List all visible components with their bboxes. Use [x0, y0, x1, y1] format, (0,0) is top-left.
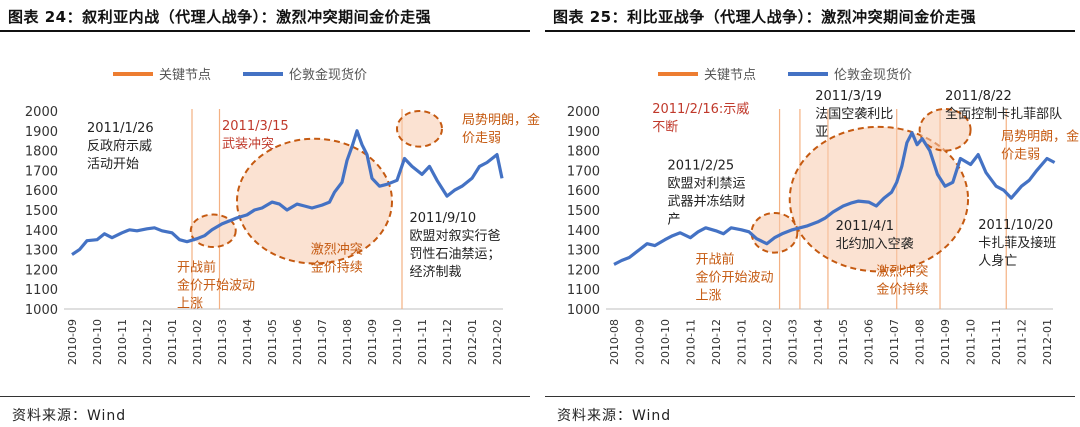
source-note: 资料来源：Wind	[557, 408, 672, 424]
x-tick-label: 2011-01	[735, 319, 748, 365]
x-tick-label: 2011-02	[761, 319, 774, 365]
y-tick-label: 1400	[567, 224, 600, 239]
legend-label: 关键节点	[159, 68, 211, 83]
x-tick-label: 2011-04	[812, 319, 825, 365]
y-tick-label: 1500	[25, 204, 58, 219]
chart-panel-syria: 图表 24：叙利亚内战（代理人战争）：激烈冲突期间金价走强 关键节点 伦敦金现货价…	[0, 0, 540, 427]
y-tick-label: 1800	[25, 145, 58, 160]
highlight-circle	[750, 211, 799, 254]
y-tick-label: 1900	[25, 125, 58, 140]
y-tick-label: 1600	[25, 184, 58, 199]
x-tick-label: 2010-12	[710, 319, 723, 365]
x-tick-label: 2012-02	[491, 319, 504, 365]
x-tick-label: 2011-09	[366, 319, 379, 365]
x-tick-label: 2012-01	[466, 319, 479, 365]
chart-title: 图表 24：叙利亚内战（代理人战争）：激烈冲突期间金价走强	[8, 8, 432, 26]
y-tick-label: 1600	[567, 184, 600, 199]
y-tick-label: 1100	[25, 283, 58, 298]
annotation-text: 局势明朗，金价走弱	[462, 112, 540, 146]
x-tick-label: 2012-01	[1041, 319, 1054, 365]
y-tick-label: 1500	[567, 204, 600, 219]
annotation-text: 局势明朗，金价走弱	[1001, 129, 1079, 163]
y-tick-label: 1000	[25, 303, 58, 318]
y-tick-label: 1200	[567, 263, 600, 278]
annotation-text: 2011/10/20 卡扎菲及接班人身亡	[978, 218, 1056, 269]
source-rule	[545, 396, 1075, 397]
annotation-text: 2011/9/10 欧盟对叙实行爸罚性石油禁运；经济制裁	[410, 211, 501, 280]
highlight-circle	[236, 137, 393, 265]
title-rule	[0, 30, 530, 32]
x-tick-label: 2011-05	[266, 319, 279, 365]
y-tick-label: 1300	[567, 244, 600, 259]
x-tick-label: 2011-02	[191, 319, 204, 365]
y-tick-label: 1800	[567, 145, 600, 160]
x-tick-label: 2011-05	[837, 319, 850, 365]
x-tick-label: 2011-06	[863, 319, 876, 365]
x-tick-label: 2011-09	[939, 319, 952, 365]
x-tick-label: 2011-03	[216, 319, 229, 365]
x-tick-label: 2011-03	[786, 319, 799, 365]
annotation-text: 2011/2/25 欧盟对利禁运武器并冻结财产	[667, 158, 745, 227]
x-tick-label: 2011-12	[1016, 319, 1029, 365]
legend-label: 伦敦金现货价	[834, 67, 912, 83]
highlight-circle	[918, 108, 972, 152]
x-tick-label: 2010-11	[116, 319, 129, 365]
x-tick-label: 2010-11	[684, 319, 697, 365]
x-tick-label: 2011-11	[990, 319, 1003, 365]
annotation-text: 激烈冲突金价持续	[876, 263, 928, 297]
y-tick-label: 2000	[25, 105, 58, 120]
y-tick-label: 1700	[25, 164, 58, 179]
annotation-text: 2011/2/16:示威不断	[652, 102, 749, 135]
x-tick-label: 2011-11	[416, 319, 429, 365]
y-tick-label: 1400	[25, 224, 58, 239]
annotation-text: 2011/8/22 全面控制卡扎菲部队	[945, 89, 1062, 122]
y-tick-label: 1300	[25, 244, 58, 259]
highlight-circle	[396, 110, 443, 148]
x-tick-label: 2011-04	[241, 319, 254, 365]
series-line	[71, 129, 504, 256]
series-line	[613, 131, 1056, 266]
x-tick-label: 2011-08	[341, 319, 354, 365]
legend-label: 伦敦金现货价	[289, 67, 367, 83]
annotation-text: 2011/4/1 北约加入空袭	[836, 219, 914, 252]
x-tick-label: 2011-07	[888, 319, 901, 365]
highlight-circle	[788, 125, 970, 273]
y-tick-label: 1100	[567, 283, 600, 298]
x-tick-label: 2010-08	[608, 319, 621, 365]
x-tick-label: 2011-10	[965, 319, 978, 365]
y-tick-label: 2000	[567, 105, 600, 120]
source-note: 资料来源：Wind	[12, 408, 127, 424]
x-tick-label: 2010-10	[659, 319, 672, 365]
x-tick-label: 2011-08	[914, 319, 927, 365]
x-tick-label: 2011-01	[166, 319, 179, 365]
annotation-text: 开战前金价开始波动上涨	[177, 259, 255, 311]
chart-panel-libya: 图表 25：利比亚战争（代理人战争）：激烈冲突期间金价走强 关键节点 伦敦金现货价…	[545, 0, 1079, 427]
x-tick-label: 2010-09	[66, 319, 79, 365]
source-rule	[0, 396, 530, 397]
annotation-text: 2011/1/26 反政府示威活动开始	[87, 121, 154, 172]
y-tick-label: 1200	[25, 263, 58, 278]
syria-gold-price-chart: 关键节点 伦敦金现货价 1000 1100 1200 1300 1400 1500 1600 17…	[25, 67, 540, 365]
annotation-text: 开战前金价开始波动上涨	[696, 251, 774, 303]
x-tick-label: 2010-12	[141, 319, 154, 365]
x-tick-label: 2011-07	[316, 319, 329, 365]
x-tick-label: 2011-10	[391, 319, 404, 365]
x-tick-label: 2010-09	[633, 319, 646, 365]
x-tick-label: 2011-12	[441, 319, 454, 365]
legend-label: 关键节点	[704, 68, 756, 83]
title-rule	[545, 30, 1075, 32]
y-tick-label: 1700	[567, 164, 600, 179]
annotation-text: 激烈冲突金价持续	[311, 242, 363, 276]
y-tick-label: 1900	[567, 125, 600, 140]
y-tick-label: 1000	[567, 303, 600, 318]
x-tick-label: 2010-10	[91, 319, 104, 365]
libya-gold-price-chart: 关键节点 伦敦金现货价 1000 1100 1200 1300 1400 1500 1600 17…	[567, 67, 1079, 365]
x-tick-label: 2011-06	[291, 319, 304, 365]
chart-title: 图表 25：利比亚战争（代理人战争）：激烈冲突期间金价走强	[553, 8, 977, 26]
annotation-text: 2011/3/19 法国空袭利比亚	[815, 89, 893, 140]
annotation-text: 2011/3/15 武装冲突	[222, 119, 289, 152]
